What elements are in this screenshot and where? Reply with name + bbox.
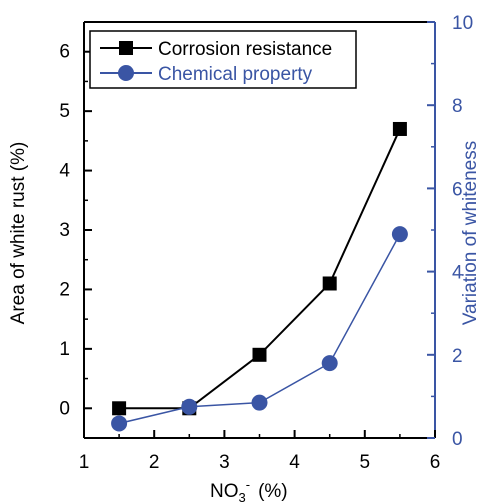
x-axis-label-main: NO [210, 481, 239, 502]
x-axis: 1 2 3 4 5 6 [79, 430, 441, 473]
y-axis-left: 0 1 2 3 4 5 6 [59, 42, 92, 419]
y-right-tick-label: 2 [452, 346, 463, 367]
y-right-tick-label: 0 [452, 429, 463, 450]
data-point-corrosion-resistance [392, 121, 407, 136]
legend-label: Corrosion resistance [158, 39, 332, 60]
x-axis-label-sub: 3 [239, 490, 246, 503]
x-tick-label: 2 [149, 452, 160, 473]
y-right-tick-label: 6 [452, 179, 463, 200]
x-tick-label: 6 [430, 452, 441, 473]
x-axis-label: NO3- (%) [210, 477, 288, 503]
series-layer [111, 121, 408, 432]
legend-marker [119, 41, 133, 55]
data-point-chemical-property [111, 415, 128, 432]
series-line-corrosion-resistance [119, 128, 401, 410]
y-left-tick-label: 3 [59, 220, 70, 241]
x-tick-label: 3 [219, 452, 230, 473]
y-axis-right: 0 2 4 6 8 10 [427, 13, 473, 450]
data-point-corrosion-resistance [252, 347, 267, 362]
legend-box [89, 30, 357, 89]
y-right-tick-label: 10 [452, 13, 473, 34]
y-right-tick-label: 4 [452, 263, 463, 284]
data-point-corrosion-resistance [322, 276, 337, 291]
data-point-chemical-property [181, 398, 198, 415]
y-left-tick-label: 4 [59, 161, 70, 182]
y-left-tick-label: 1 [59, 339, 70, 360]
x-tick-label: 1 [79, 452, 90, 473]
data-point-corrosion-resistance [112, 401, 127, 416]
y-axis-left-label: Area of white rust (%) [8, 142, 29, 325]
legend-label: Chemical property [158, 64, 313, 85]
x-axis-label-unit: (%) [258, 481, 288, 502]
data-point-chemical-property [321, 355, 338, 372]
data-point-chemical-property [391, 226, 408, 243]
x-axis-label-sup: - [246, 477, 250, 492]
legend: Corrosion resistance Chemical property [89, 30, 357, 89]
y-axis-right-label: Variation of whiteness [460, 141, 481, 325]
y-left-tick-label: 2 [59, 279, 70, 300]
y-right-tick-label: 8 [452, 96, 463, 117]
data-point-chemical-property [251, 394, 268, 411]
y-left-tick-label: 6 [59, 42, 70, 63]
y-left-tick-label: 5 [59, 101, 70, 122]
legend-marker [118, 65, 134, 81]
x-tick-label: 4 [289, 452, 300, 473]
x-tick-label: 5 [360, 452, 371, 473]
y-left-tick-label: 0 [59, 398, 70, 419]
